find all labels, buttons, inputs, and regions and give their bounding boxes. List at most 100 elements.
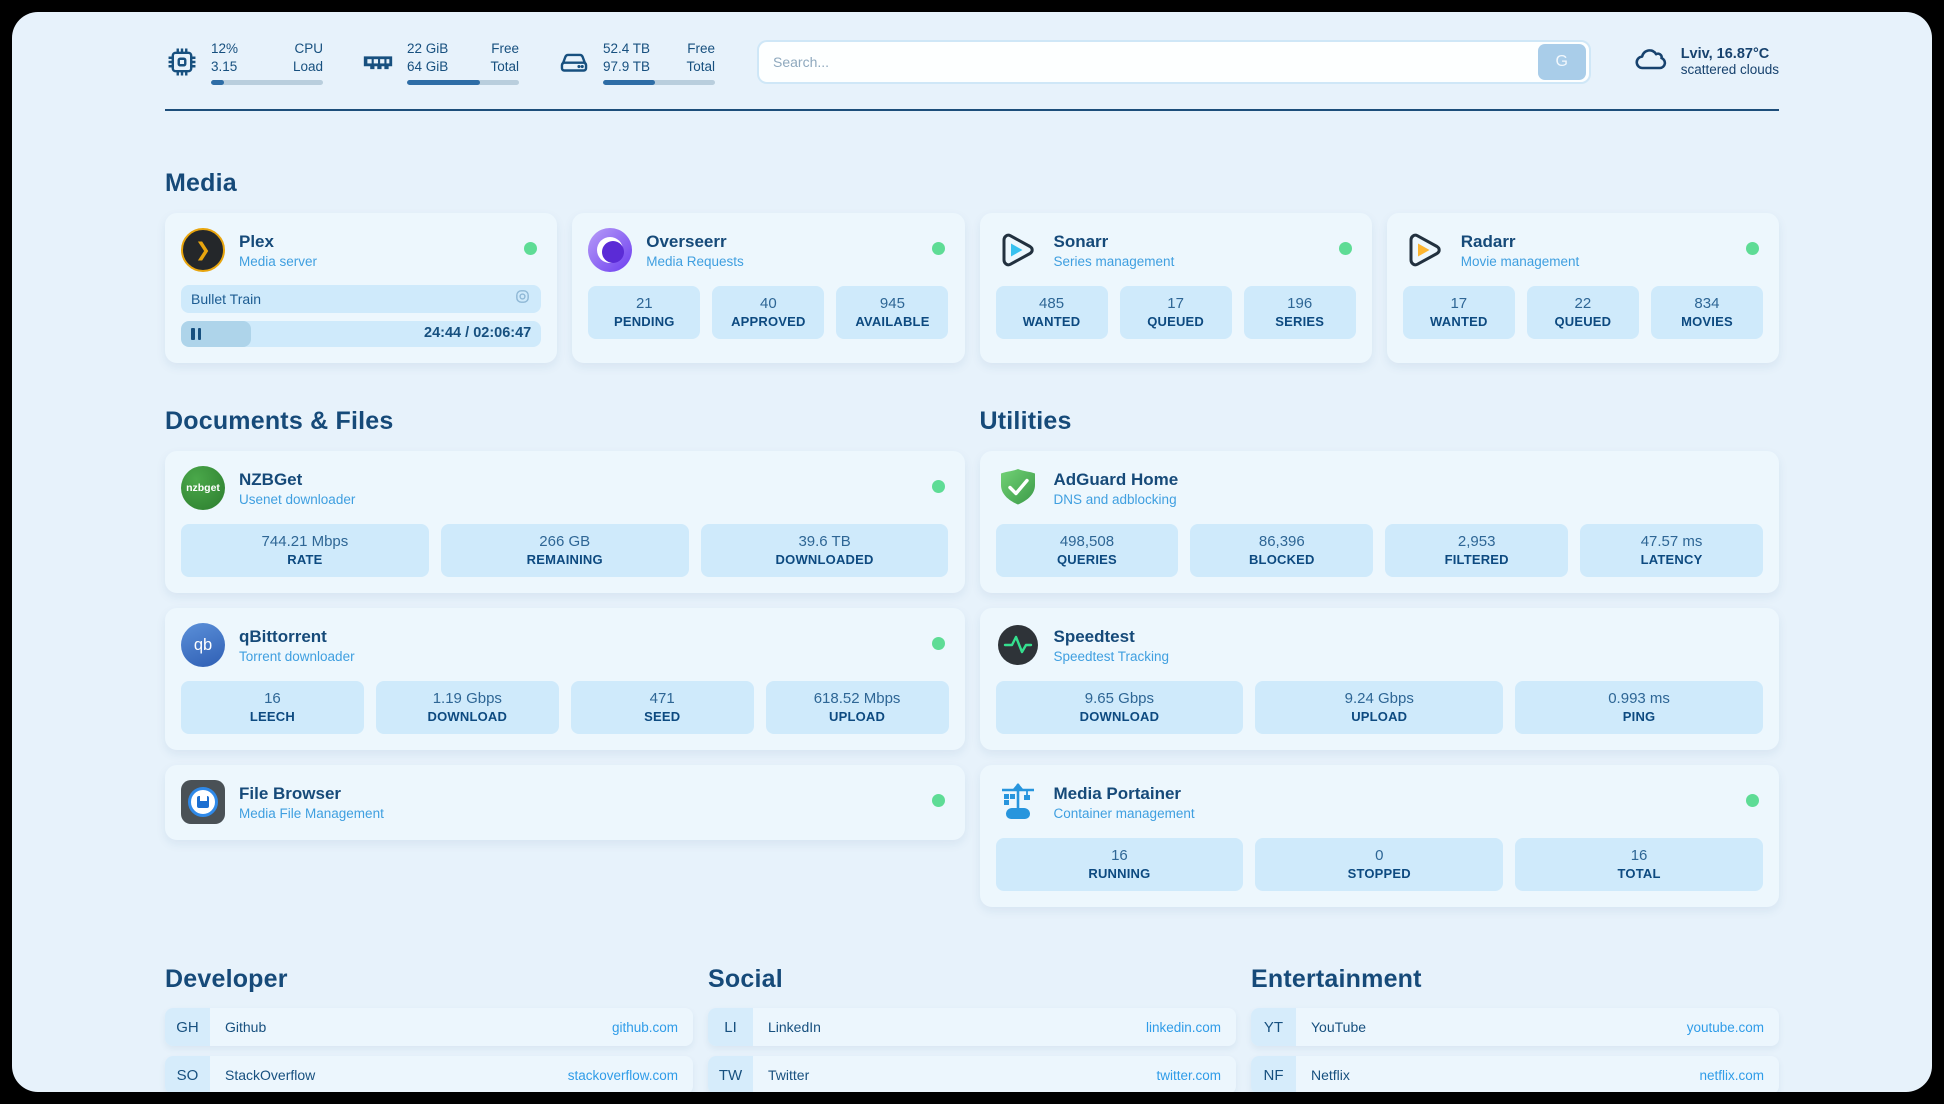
link-url: twitter.com: [1156, 1067, 1221, 1083]
link-name: YouTube: [1311, 1019, 1367, 1036]
app-card-radarr[interactable]: Radarr Movie management 17 WANTED 22 QUE…: [1386, 213, 1779, 364]
app-card-portainer[interactable]: Media Portainer Container management 16 …: [979, 765, 1779, 908]
stat-pill: 618.52 Mbps UPLOAD: [765, 681, 949, 735]
adguard-icon: [996, 466, 1040, 510]
entertainment-column: Entertainment YT YouTube youtube.com NF …: [1251, 965, 1779, 1092]
status-dot: [931, 794, 945, 808]
app-card-adguard[interactable]: AdGuard Home DNS and adblocking 498,508 …: [979, 451, 1779, 594]
pause-icon: [191, 328, 201, 341]
link-name: LinkedIn: [768, 1019, 821, 1036]
stat-pill: 22 QUEUED: [1526, 286, 1639, 340]
section-title-documents: Documents & Files: [165, 407, 394, 436]
stat-pill: 17 WANTED: [1402, 286, 1515, 340]
gear-icon[interactable]: [514, 288, 531, 310]
app-card-qbittorrent[interactable]: qb qBittorrent Torrent downloader 16 LEE…: [165, 608, 965, 751]
cpu-load-value: 3.15: [211, 58, 238, 74]
link-badge: YT: [1251, 1008, 1296, 1047]
app-title: NZBGet: [239, 469, 303, 489]
media-card-grid: ❯ Plex Media server Bullet Train: [165, 213, 1779, 364]
link-name: Netflix: [1311, 1067, 1350, 1084]
app-title: File Browser: [239, 783, 342, 803]
app-description: Container management: [1053, 805, 1195, 821]
status-dot: [931, 480, 945, 494]
utilities-column: Utilities: [979, 407, 1779, 908]
app-card-filebrowser[interactable]: File Browser Media File Management: [165, 765, 965, 841]
dashboard-frame: 12% 3.15 CPU Load: [12, 12, 1932, 1092]
stat-pill: 21 PENDING: [588, 286, 701, 340]
stat-pill: 744.21 Mbps RATE: [181, 524, 429, 578]
storage-progress-bar: [603, 80, 715, 86]
playback-progress-bar: 24:44 / 02:06:47: [181, 321, 542, 348]
link-row-github[interactable]: GH Github github.com: [165, 1008, 693, 1047]
app-title: AdGuard Home: [1053, 469, 1179, 489]
stat-pill: 0 STOPPED: [1255, 838, 1504, 892]
app-description: Speedtest Tracking: [1053, 648, 1170, 664]
link-name: StackOverflow: [225, 1067, 316, 1084]
app-title: qBittorrent: [239, 626, 327, 646]
app-card-plex[interactable]: ❯ Plex Media server Bullet Train: [165, 213, 558, 364]
stat-pill: 47.57 ms LATENCY: [1580, 524, 1763, 578]
storage-total-label: Total: [686, 58, 715, 74]
stat-pill: 945 AVAILABLE: [836, 286, 949, 340]
app-card-speedtest[interactable]: Speedtest Speedtest Tracking 9.65 Gbps D…: [979, 608, 1779, 751]
weather-condition: scattered clouds: [1680, 62, 1779, 78]
app-description: Usenet downloader: [239, 491, 356, 507]
cpu-usage-value: 12%: [211, 41, 239, 56]
status-dot: [1746, 794, 1759, 808]
link-row-linkedin[interactable]: LI LinkedIn linkedin.com: [708, 1008, 1236, 1047]
speedtest-icon: [996, 623, 1040, 667]
app-description: Torrent downloader: [239, 648, 355, 664]
memory-progress-bar: [407, 80, 519, 86]
google-search-button[interactable]: G: [1537, 43, 1586, 80]
playback-time: 24:44 / 02:06:47: [424, 325, 532, 342]
stat-pill: 16 LEECH: [181, 681, 364, 735]
nzbget-icon: nzbget: [181, 466, 225, 511]
section-title-developer: Developer: [165, 965, 288, 994]
link-row-twitter[interactable]: TW Twitter twitter.com: [708, 1056, 1236, 1092]
qbittorrent-icon: qb: [181, 623, 225, 668]
app-title: Media Portainer: [1053, 783, 1182, 803]
link-url: netflix.com: [1699, 1067, 1764, 1083]
link-badge: SO: [165, 1056, 210, 1092]
stat-pill: 834 MOVIES: [1650, 286, 1763, 340]
stat-pill: 16 RUNNING: [995, 838, 1244, 892]
storage-free-value: 52.4 TB: [603, 41, 651, 56]
search-input[interactable]: [773, 53, 1535, 70]
stat-pill: 196 SERIES: [1243, 286, 1356, 340]
link-badge: NF: [1251, 1056, 1296, 1092]
weather-widget: Lviv, 16.87°C scattered clouds: [1633, 41, 1779, 82]
memory-total-label: Total: [490, 58, 519, 74]
plex-icon: ❯: [181, 228, 225, 273]
now-playing-bar: Bullet Train: [181, 285, 542, 314]
status-dot: [931, 637, 945, 651]
storage-free-label: Free: [687, 41, 715, 56]
link-badge: GH: [165, 1008, 210, 1047]
storage-total-value: 97.9 TB: [603, 58, 651, 74]
radarr-icon: [1403, 228, 1447, 272]
status-dot: [1338, 242, 1352, 256]
app-card-overseerr[interactable]: Overseerr Media Requests 21 PENDING 40 A…: [572, 213, 965, 364]
link-row-youtube[interactable]: YT YouTube youtube.com: [1251, 1008, 1779, 1047]
app-card-nzbget[interactable]: nzbget NZBGet Usenet downloader 744.21 M…: [165, 451, 965, 594]
stat-pill: 9.24 Gbps UPLOAD: [1255, 681, 1504, 735]
stat-pill: 498,508 QUERIES: [995, 524, 1179, 578]
app-description: Media File Management: [239, 805, 384, 821]
link-badge: LI: [708, 1008, 753, 1047]
storage-stat: 52.4 TB 97.9 TB Free Total: [557, 38, 715, 86]
app-title: Overseerr: [646, 231, 727, 251]
cpu-progress-bar: [211, 80, 323, 86]
app-title: Plex: [239, 231, 274, 251]
link-row-stackoverflow[interactable]: SO StackOverflow stackoverflow.com: [165, 1056, 693, 1092]
developer-column: Developer GH Github github.com SO StackO…: [165, 965, 693, 1092]
cpu-load-label: Load: [292, 58, 323, 74]
link-badge: TW: [708, 1056, 753, 1092]
cpu-label: CPU: [294, 41, 323, 56]
link-url: youtube.com: [1686, 1019, 1764, 1035]
search-bar: G: [757, 39, 1591, 84]
memory-total-value: 64 GiB: [407, 58, 449, 74]
stat-pill: 16 TOTAL: [1515, 838, 1763, 892]
app-card-sonarr[interactable]: Sonarr Series management 485 WANTED 17 Q…: [979, 213, 1372, 364]
stat-pill: 86,396 BLOCKED: [1190, 524, 1374, 578]
app-description: Series management: [1053, 253, 1175, 269]
link-row-netflix[interactable]: NF Netflix netflix.com: [1251, 1056, 1779, 1092]
